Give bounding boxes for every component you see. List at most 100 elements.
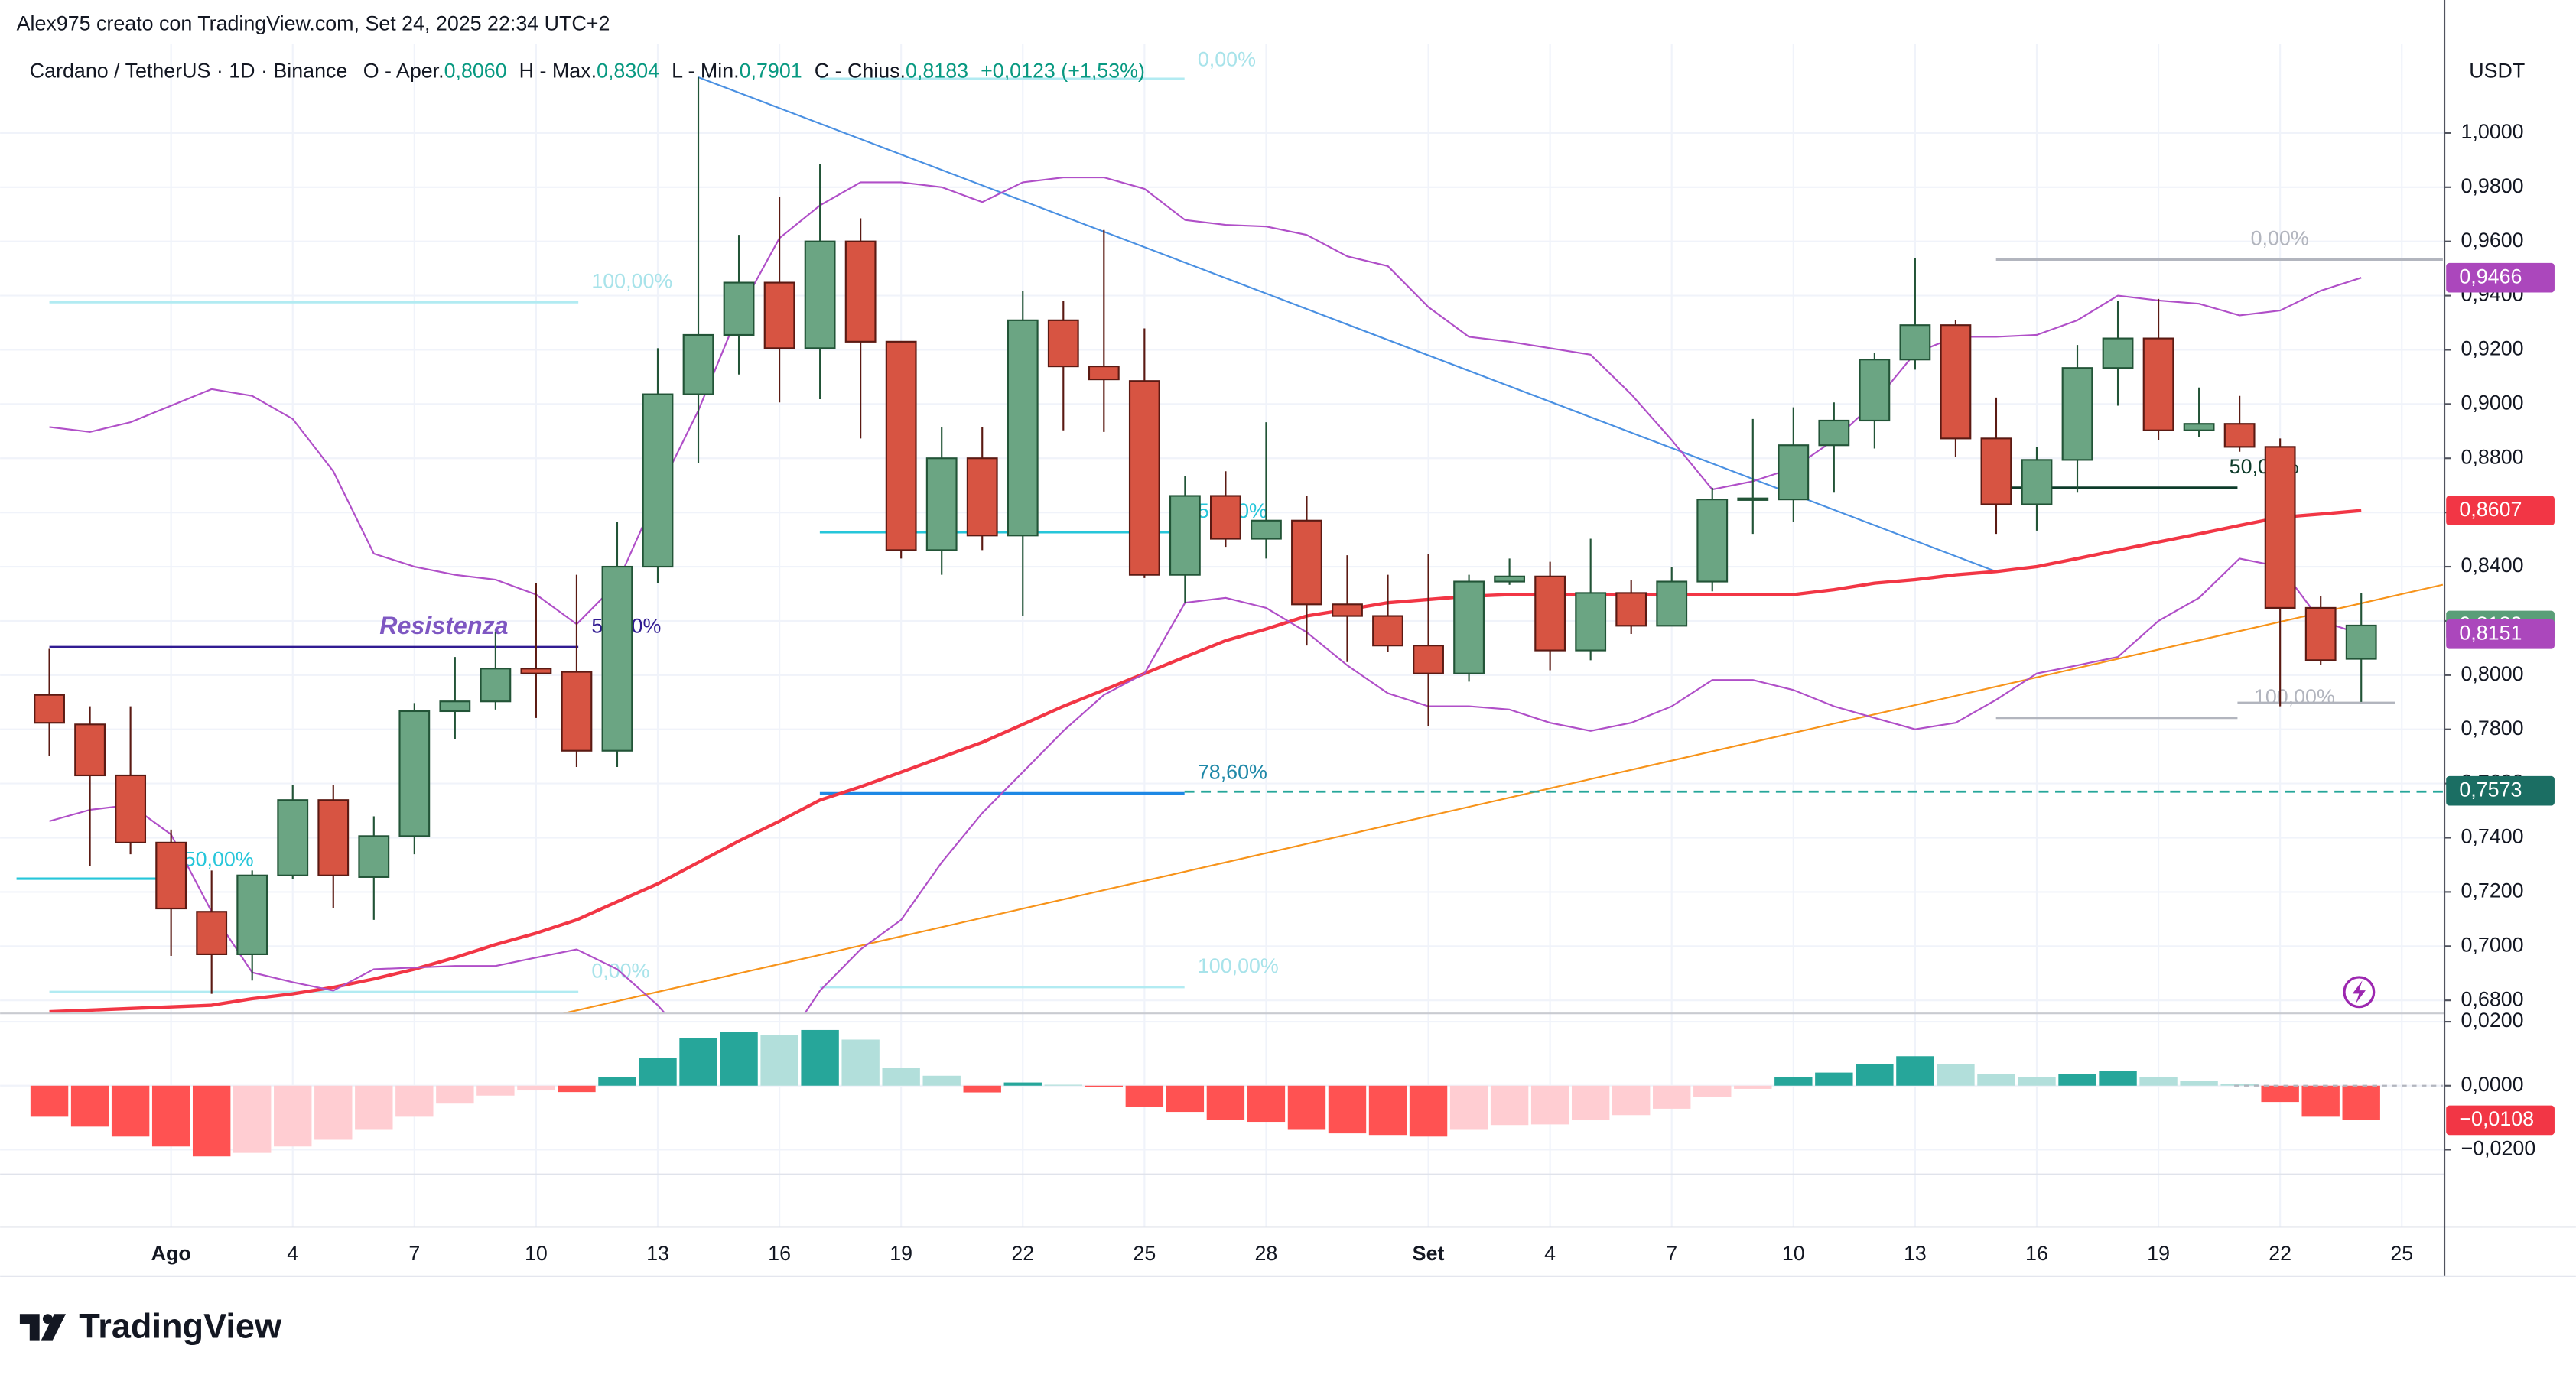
candle-body xyxy=(2264,446,2296,609)
candle xyxy=(1696,487,1729,592)
histogram-bar xyxy=(355,1085,393,1130)
histogram-bar xyxy=(2180,1081,2218,1086)
candle-body xyxy=(439,700,471,713)
candle-body xyxy=(480,668,512,703)
histogram-bar xyxy=(2058,1074,2096,1086)
candle xyxy=(317,785,350,909)
histogram-bar xyxy=(151,1085,190,1147)
y-tick-label: 0,7000 xyxy=(2461,933,2524,956)
histogram-bar xyxy=(111,1085,150,1137)
histogram-bar xyxy=(963,1085,1001,1093)
x-tick-label: Ago xyxy=(151,1242,191,1265)
ohlc-value: 0,7901 xyxy=(740,60,802,83)
histogram-bar xyxy=(1328,1085,1367,1134)
candle-body xyxy=(1128,380,1160,576)
price-badge xyxy=(2446,496,2555,525)
histogram-bar xyxy=(1409,1085,1448,1137)
histogram-bar xyxy=(1368,1085,1407,1136)
x-tick-label: 10 xyxy=(1782,1242,1805,1265)
y-tick-label: 0,8000 xyxy=(2461,662,2524,685)
candle xyxy=(520,583,552,718)
candle xyxy=(723,235,755,375)
candle-body xyxy=(885,340,917,551)
x-tick-label: 25 xyxy=(1133,1242,1156,1265)
candle-body xyxy=(763,281,795,349)
ohlc-label: C - Chius. xyxy=(815,60,906,83)
histogram-bar xyxy=(1206,1085,1245,1120)
candle-body xyxy=(115,774,147,843)
candle xyxy=(1413,554,1444,726)
candle-body xyxy=(2061,367,2093,461)
fib-label: 78,60% xyxy=(1198,761,1267,784)
histogram-bar xyxy=(922,1075,961,1086)
candle-body xyxy=(642,393,674,568)
histogram-bar xyxy=(1571,1085,1610,1120)
histogram-bar xyxy=(1085,1085,1124,1087)
logo-mark xyxy=(42,1314,53,1324)
candle xyxy=(966,427,998,551)
candle xyxy=(1656,567,1688,627)
x-tick-label: 4 xyxy=(1544,1242,1556,1265)
fib-label: 100,00% xyxy=(2254,685,2335,708)
candle-body xyxy=(1940,324,1972,440)
fib-label: 0,00% xyxy=(591,960,649,983)
candle xyxy=(2304,596,2337,666)
x-tick-label: 7 xyxy=(1666,1242,1677,1265)
alert-circle[interactable] xyxy=(2343,976,2376,1009)
candle xyxy=(1899,258,1931,370)
candle-body xyxy=(196,911,228,955)
histogram-bar xyxy=(1734,1085,1772,1089)
candle-body xyxy=(1047,319,1079,368)
histogram-bar xyxy=(436,1085,474,1104)
price-badge-label: 0,8607 xyxy=(2459,498,2522,521)
indicator-line xyxy=(49,557,2362,1014)
histogram-bar xyxy=(476,1085,515,1096)
y-tick-label: 0,8800 xyxy=(2461,445,2524,468)
candle xyxy=(804,164,836,399)
ohlc-value: 0,8304 xyxy=(597,60,659,83)
candle xyxy=(1251,422,1282,559)
histogram-bar xyxy=(1490,1085,1529,1126)
candle xyxy=(1615,580,1647,634)
histogram-bar xyxy=(314,1085,353,1140)
y-tick-label: 0,6800 xyxy=(2461,987,2524,1010)
candle-body xyxy=(398,710,431,837)
candle-body xyxy=(1494,575,1526,583)
histogram-bar xyxy=(2139,1077,2178,1086)
alert-bolt[interactable] xyxy=(2352,980,2366,1004)
y-tick-label: 0,9200 xyxy=(2461,337,2524,360)
histogram-bar xyxy=(2018,1077,2056,1086)
histogram-bar xyxy=(1977,1074,2015,1086)
candle-body xyxy=(1088,366,1120,381)
alert-icon[interactable] xyxy=(2343,976,2376,1009)
y-tick-label: 0,0200 xyxy=(2461,1009,2524,1032)
histogram-bar xyxy=(1530,1085,1569,1125)
histogram-bar xyxy=(1774,1077,1813,1086)
candles xyxy=(34,76,2377,994)
price-badge-label: −0,0108 xyxy=(2459,1107,2534,1130)
logo-text: TradingView xyxy=(79,1306,282,1345)
candle-body xyxy=(966,457,998,537)
x-tick-label: 4 xyxy=(287,1242,298,1265)
candle-body xyxy=(1210,495,1241,540)
histogram-bar xyxy=(2220,1084,2259,1086)
price-badge xyxy=(2446,619,2555,649)
candle xyxy=(885,340,917,559)
logo-mark xyxy=(41,1314,67,1341)
candle xyxy=(1737,418,1769,535)
candle-body xyxy=(155,841,187,910)
candle xyxy=(1169,476,1201,603)
candle-body xyxy=(2142,337,2174,431)
histogram-bar xyxy=(192,1085,231,1157)
histogram-bar xyxy=(598,1077,636,1086)
candle-body xyxy=(1696,499,1729,583)
candle xyxy=(1291,496,1322,646)
y-tick-label: 0,7400 xyxy=(2461,825,2524,848)
logo-mark xyxy=(19,1314,40,1341)
trend-line xyxy=(563,583,2444,1014)
x-tick-label: 19 xyxy=(2147,1242,2170,1265)
candle-body xyxy=(1169,495,1201,576)
candle xyxy=(1940,320,1972,457)
candle-body xyxy=(317,799,350,876)
